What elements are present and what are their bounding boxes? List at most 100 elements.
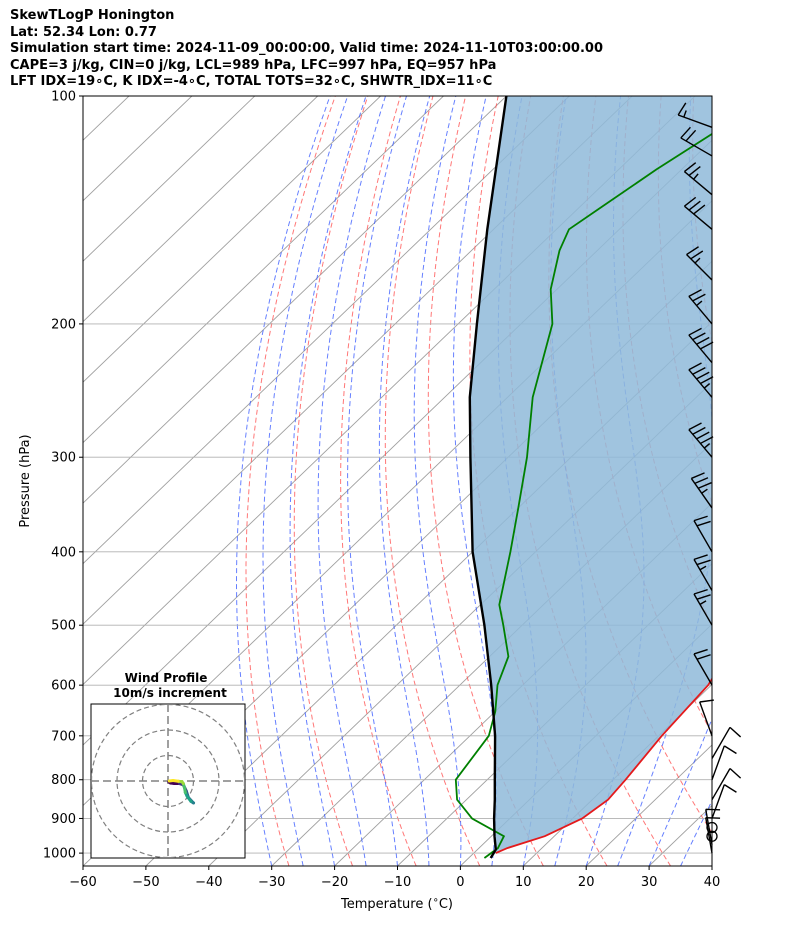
isotherm-line	[711, 865, 712, 866]
isotherm-line	[0, 96, 3, 866]
isotherm-line	[83, 96, 319, 323]
barb-flag	[690, 250, 704, 260]
chart-title-indices: LFT IDX=19∘C, K IDX=-4∘C, TOTAL TOTS=32∘…	[10, 74, 493, 90]
barb-half-flag	[693, 173, 699, 180]
cape-area	[469, 96, 712, 858]
profile-lines	[454, 96, 712, 859]
isotherm-line	[83, 96, 570, 565]
barb-flag	[692, 426, 706, 435]
barb-flag	[723, 784, 737, 793]
barb-flag	[696, 371, 710, 380]
chart-title-times: Simulation start time: 2024-11-09_00:00:…	[10, 41, 603, 57]
barb-flag	[696, 520, 711, 527]
wind-barb	[688, 327, 714, 364]
y-tick-label: 600	[51, 679, 76, 694]
y-tick-label: 900	[51, 812, 76, 827]
barb-half-flag	[683, 110, 687, 118]
barb-flag	[696, 336, 710, 345]
dry-adiabat-line	[245, 96, 336, 866]
moist-adiabat-line	[413, 96, 462, 866]
wind-barb	[683, 196, 713, 230]
dry-adiabat-line	[759, 96, 794, 866]
y-tick-label: 400	[51, 545, 76, 560]
chart-title-location: Lat: 52.34 Lon: 0.77	[10, 24, 157, 40]
barb-flag	[693, 515, 708, 522]
barb-flag	[693, 554, 708, 561]
barb-staff	[705, 817, 713, 854]
x-tick-label: 10	[515, 875, 532, 890]
barb-half-flag	[701, 488, 708, 494]
y-axis-label: Pressure (hPa)	[18, 434, 33, 527]
barb-flag	[688, 166, 701, 176]
hodograph-inset: Wind Profile 10m/s increment	[90, 671, 246, 859]
wind-barb	[688, 362, 714, 398]
x-tick-label: −40	[195, 875, 222, 890]
barb-flag	[686, 246, 699, 256]
barb-half-flag	[699, 600, 707, 606]
barb-staff	[711, 745, 725, 780]
barb-half-flag	[703, 443, 711, 449]
moist-adiabat-line	[317, 96, 386, 866]
hodograph-title: Wind Profile	[125, 671, 208, 685]
x-tick-label: −20	[321, 875, 348, 890]
wind-barb	[711, 767, 742, 801]
wind-barb	[711, 726, 742, 759]
wind-barb	[683, 162, 713, 196]
barb-flag	[729, 726, 742, 738]
wind-barb	[688, 422, 714, 458]
hodograph-subtitle: 10m/s increment	[113, 686, 227, 700]
x-axis-ticks: −60 −50 −40 −30 −20 −10 0 10 20 30 40	[69, 866, 720, 890]
barb-flag	[680, 126, 691, 139]
wind-barb	[680, 126, 713, 157]
barb-flag	[694, 477, 709, 484]
x-tick-label: 30	[641, 875, 658, 890]
x-tick-label: −30	[258, 875, 285, 890]
barb-staff	[711, 784, 725, 819]
x-axis-label: Temperature (∘C)	[340, 895, 453, 912]
wind-barb	[693, 515, 713, 553]
wind-barb	[677, 102, 713, 128]
moist-adiabat-line	[378, 96, 431, 866]
barb-flag	[723, 745, 737, 755]
barb-flag	[729, 767, 742, 779]
hodograph-trace	[167, 778, 195, 805]
y-axis-ticks: 100 200 300 400 500 600 700 800 900 1000	[43, 90, 83, 862]
y-tick-label: 1000	[43, 847, 76, 862]
wind-barbs	[677, 102, 742, 854]
barb-flag	[700, 436, 714, 445]
barb-staff	[705, 809, 713, 845]
barb-flag	[688, 289, 702, 297]
barb-flag	[700, 341, 714, 350]
barb-half-flag	[694, 257, 701, 264]
barb-staff	[711, 726, 731, 759]
wind-barb	[690, 472, 713, 509]
moist-adiabat-line	[236, 96, 331, 866]
barb-flag	[683, 196, 697, 207]
x-tick-label: 40	[704, 875, 721, 890]
chart-title-station: SkewTLogP Honington	[10, 8, 175, 23]
barb-flag	[688, 362, 702, 371]
barb-flag	[705, 808, 721, 811]
hodograph-ring	[91, 704, 245, 858]
temperature-line	[495, 677, 712, 854]
isotherm-line	[0, 96, 66, 866]
dry-adiabat-line	[384, 96, 481, 866]
hodograph-segment	[167, 778, 175, 783]
barb-half-flag	[703, 383, 711, 389]
wind-barb	[711, 784, 737, 819]
barb-flag	[693, 588, 708, 595]
barb-flag	[693, 648, 708, 655]
y-tick-label: 800	[51, 773, 76, 788]
x-tick-label: −50	[132, 875, 159, 890]
y-tick-label: 700	[51, 729, 76, 744]
y-tick-label: 500	[51, 619, 76, 634]
barb-flag	[691, 472, 705, 480]
isotherm-line	[83, 96, 507, 504]
dry-adiabat-line	[293, 96, 369, 866]
barb-flag	[688, 200, 701, 211]
dry-adiabat-line	[340, 96, 417, 866]
moist-adiabat-line	[289, 96, 367, 866]
barb-flag	[692, 366, 706, 375]
cape-shading	[469, 96, 712, 858]
